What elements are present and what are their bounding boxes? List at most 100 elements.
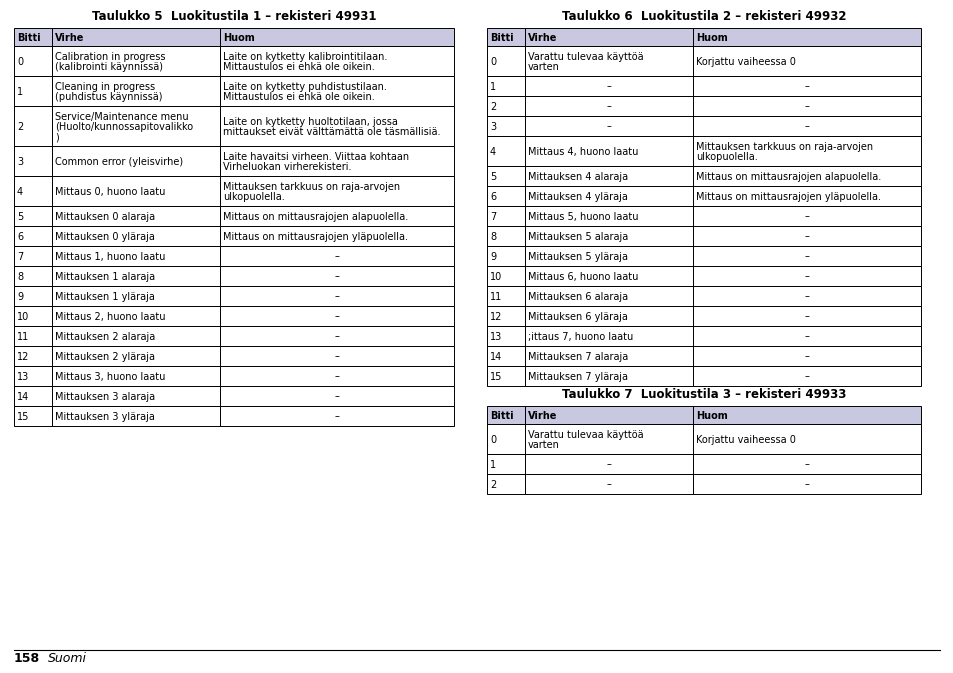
Bar (52, 346, 220, 366)
Bar (14, 286, 52, 306)
Text: Mittauksen 1 alaraja: Mittauksen 1 alaraja (55, 272, 155, 282)
Text: 9: 9 (490, 252, 496, 262)
Text: Taulukko 5  Luokitustila 1 – rekisteri 49931: Taulukko 5 Luokitustila 1 – rekisteri 49… (91, 10, 375, 23)
Bar (692, 226, 920, 246)
Bar (220, 28, 454, 46)
Text: 6: 6 (490, 192, 496, 202)
Bar (14, 326, 52, 346)
Text: –: – (335, 371, 339, 381)
Text: –: – (803, 371, 808, 381)
Bar (486, 46, 524, 76)
Text: Bitti: Bitti (490, 411, 513, 421)
Text: Korjattu vaiheessa 0: Korjattu vaiheessa 0 (696, 435, 795, 445)
Text: 13: 13 (490, 332, 501, 342)
Text: Suomi: Suomi (48, 651, 87, 664)
Text: –: – (606, 479, 611, 489)
Bar (692, 424, 920, 454)
Text: Mittauksen 4 yläraja: Mittauksen 4 yläraja (527, 192, 627, 202)
Text: Taulukko 6  Luokitustila 2 – rekisteri 49932: Taulukko 6 Luokitustila 2 – rekisteri 49… (561, 10, 845, 23)
Text: 15: 15 (490, 372, 502, 382)
Bar (486, 136, 524, 166)
Bar (52, 226, 220, 246)
Text: 5: 5 (490, 172, 496, 182)
Text: Mittauksen tarkkuus on raja-arvojen: Mittauksen tarkkuus on raja-arvojen (223, 182, 399, 192)
Bar (524, 346, 692, 366)
Text: 7: 7 (17, 252, 23, 262)
Bar (52, 406, 220, 426)
Text: 12: 12 (490, 312, 502, 322)
Bar (524, 406, 692, 424)
Text: –: – (803, 351, 808, 361)
Bar (524, 166, 692, 186)
Bar (524, 116, 692, 136)
Bar (486, 226, 524, 246)
Text: –: – (335, 251, 339, 261)
Bar (52, 28, 220, 46)
Bar (220, 46, 454, 76)
Bar (486, 28, 524, 46)
Text: Mittaus on mittausrajojen yläpuolella.: Mittaus on mittausrajojen yläpuolella. (696, 192, 880, 202)
Bar (486, 326, 524, 346)
Text: –: – (606, 101, 611, 111)
Text: –: – (803, 291, 808, 301)
Text: 6: 6 (17, 232, 23, 242)
Bar (220, 176, 454, 206)
Text: 9: 9 (17, 292, 23, 302)
Bar (14, 346, 52, 366)
Bar (692, 246, 920, 266)
Bar (692, 366, 920, 386)
Text: Mittaus 4, huono laatu: Mittaus 4, huono laatu (527, 147, 638, 157)
Bar (486, 186, 524, 206)
Text: –: – (606, 459, 611, 469)
Text: ;ittaus 7, huono laatu: ;ittaus 7, huono laatu (527, 332, 633, 342)
Text: 0: 0 (490, 57, 496, 67)
Text: Mittauksen 5 alaraja: Mittauksen 5 alaraja (527, 232, 628, 242)
Text: 1: 1 (490, 460, 496, 470)
Text: –: – (803, 479, 808, 489)
Text: Mittaustulos ei ehkä ole oikein.: Mittaustulos ei ehkä ole oikein. (223, 92, 375, 102)
Text: Mittauksen 1 yläraja: Mittauksen 1 yläraja (55, 292, 154, 302)
Text: Mittaus 1, huono laatu: Mittaus 1, huono laatu (55, 252, 165, 262)
Text: Mittaus on mittausrajojen alapuolella.: Mittaus on mittausrajojen alapuolella. (223, 212, 408, 222)
Text: varten: varten (527, 440, 559, 450)
Bar (220, 326, 454, 346)
Bar (692, 46, 920, 76)
Bar (52, 106, 220, 146)
Bar (524, 46, 692, 76)
Bar (692, 406, 920, 424)
Bar (524, 326, 692, 346)
Text: Laite on kytketty huoltotilaan, jossa: Laite on kytketty huoltotilaan, jossa (223, 117, 397, 127)
Bar (692, 206, 920, 226)
Text: Mittaus 3, huono laatu: Mittaus 3, huono laatu (55, 372, 165, 382)
Bar (220, 266, 454, 286)
Text: Mittauksen 0 yläraja: Mittauksen 0 yläraja (55, 232, 154, 242)
Text: 14: 14 (490, 352, 501, 362)
Bar (524, 306, 692, 326)
Text: 4: 4 (490, 147, 496, 157)
Text: –: – (803, 331, 808, 341)
Text: 2: 2 (490, 480, 496, 490)
Bar (220, 386, 454, 406)
Bar (14, 226, 52, 246)
Bar (692, 454, 920, 474)
Text: –: – (606, 121, 611, 131)
Text: mittaukset eivät välttämättä ole täsmällisiä.: mittaukset eivät välttämättä ole täsmäll… (223, 127, 440, 137)
Bar (220, 76, 454, 106)
Bar (52, 286, 220, 306)
Bar (692, 28, 920, 46)
Text: 11: 11 (490, 292, 501, 302)
Text: 3: 3 (17, 157, 23, 167)
Bar (524, 226, 692, 246)
Text: Mittauksen 2 alaraja: Mittauksen 2 alaraja (55, 332, 155, 342)
Bar (14, 246, 52, 266)
Bar (220, 206, 454, 226)
Text: Mittauksen 3 yläraja: Mittauksen 3 yläraja (55, 412, 154, 422)
Bar (524, 454, 692, 474)
Text: Mittauksen 7 yläraja: Mittauksen 7 yläraja (527, 372, 627, 382)
Text: 7: 7 (490, 212, 496, 222)
Text: Varattu tulevaa käyttöä: Varattu tulevaa käyttöä (527, 430, 643, 440)
Bar (524, 136, 692, 166)
Bar (52, 266, 220, 286)
Bar (14, 146, 52, 176)
Text: –: – (335, 271, 339, 281)
